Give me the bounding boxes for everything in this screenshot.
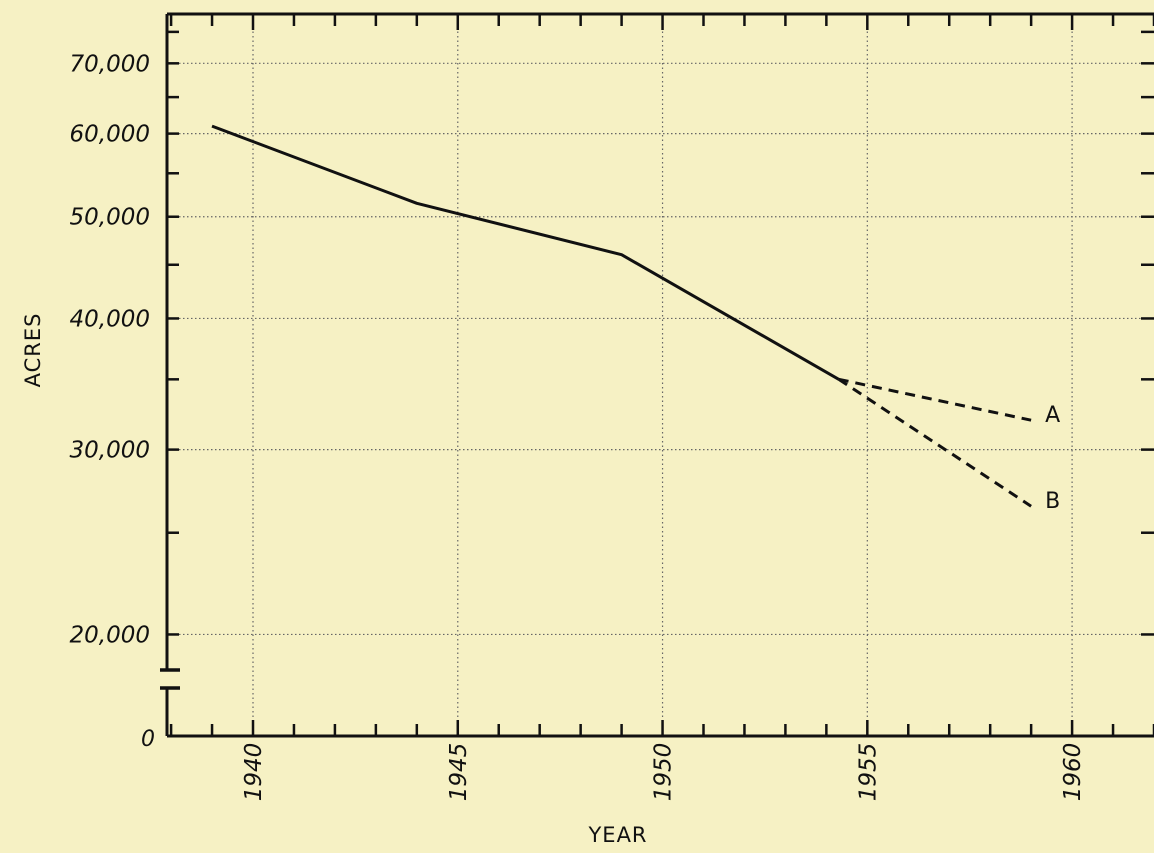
y-tick-label: 50,000 [70, 205, 150, 231]
x-tick-label: 1955 [855, 743, 881, 802]
series [211, 124, 1032, 508]
x-tick-label: 1960 [1060, 743, 1086, 802]
ticks [167, 14, 1154, 736]
grid [167, 18, 1154, 736]
series-label-a: A [1045, 403, 1060, 428]
y-axis-title: ACRES [21, 313, 45, 388]
x-axis-title: YEAR [587, 823, 647, 847]
series-line-b [837, 378, 1032, 508]
y-tick-labels: 70,000 60,000 50,000 40,000 30,000 20,000 [70, 51, 150, 648]
y-tick-label: 30,000 [70, 438, 150, 464]
series-label-b: B [1045, 489, 1060, 514]
x-tick-label: 1950 [651, 743, 677, 802]
y-zero-label: 0 [141, 727, 155, 752]
y-tick-label: 60,000 [70, 122, 150, 148]
x-tick-label: 1940 [241, 743, 267, 802]
y-tick-label: 20,000 [70, 622, 150, 648]
x-tick-labels: 1940 1945 1950 1955 1960 [241, 743, 1086, 802]
series-line-observed [211, 124, 840, 381]
x-tick-label: 1945 [446, 743, 472, 802]
y-tick-label: 70,000 [70, 51, 150, 77]
axes [160, 12, 1154, 738]
series-labels: AB [1045, 403, 1060, 514]
y-tick-label: 40,000 [70, 306, 150, 332]
